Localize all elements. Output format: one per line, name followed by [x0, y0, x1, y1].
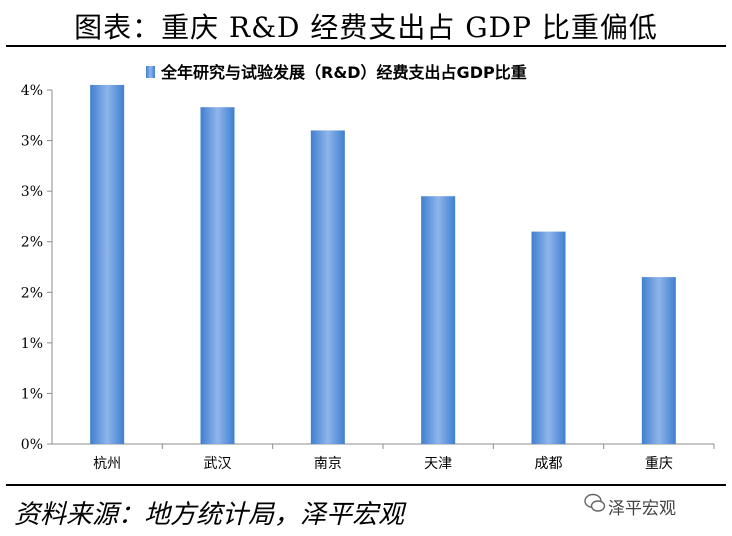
- title-divider: [6, 45, 726, 47]
- y-tick-label: 3%: [21, 134, 43, 150]
- labels: 0% 1% 1% 2% 2% 3% 3% 4% 杭州 武汉 南京 天津 成都 重庆: [21, 83, 673, 472]
- y-tick-label: 0%: [21, 437, 43, 453]
- bar: [421, 196, 456, 444]
- bars: [90, 84, 676, 445]
- axes: [47, 89, 715, 449]
- y-tick-label: 3%: [21, 184, 43, 200]
- y-tick-label: 1%: [21, 386, 43, 402]
- y-tick-label: 4%: [21, 83, 43, 99]
- x-tick-label: 南京: [314, 456, 342, 472]
- source-note: 资料来源：地方统计局，泽平宏观: [14, 500, 405, 530]
- x-tick-label: 武汉: [204, 456, 232, 472]
- bar: [310, 130, 345, 444]
- bar: [531, 231, 566, 444]
- bar: [200, 107, 235, 445]
- legend: 全年研究与试验发展（R&D）经费支出占GDP比重: [146, 63, 527, 82]
- y-tick-label: 1%: [21, 336, 43, 352]
- bar-chart: 全年研究与试验发展（R&D）经费支出占GDP比重 0% 1% 1% 2% 2% 3% 3% 4…: [21, 63, 715, 472]
- legend-label: 全年研究与试验发展（R&D）经费支出占GDP比重: [160, 63, 527, 82]
- watermark: 泽平宏观: [608, 499, 676, 519]
- bar: [641, 277, 676, 444]
- x-tick-label: 重庆: [645, 456, 673, 472]
- bar: [90, 84, 125, 444]
- y-tick-label: 2%: [21, 235, 43, 251]
- source-divider: [6, 484, 726, 486]
- x-tick-label: 天津: [424, 456, 452, 472]
- x-tick-label: 成都: [535, 456, 563, 472]
- y-tick-label: 2%: [21, 285, 43, 301]
- x-tick-label: 杭州: [93, 456, 121, 472]
- wechat-icon: [584, 493, 606, 512]
- legend-swatch: [146, 66, 155, 78]
- page-title: 图表：重庆 R&D 经费支出占 GDP 比重偏低: [74, 11, 658, 44]
